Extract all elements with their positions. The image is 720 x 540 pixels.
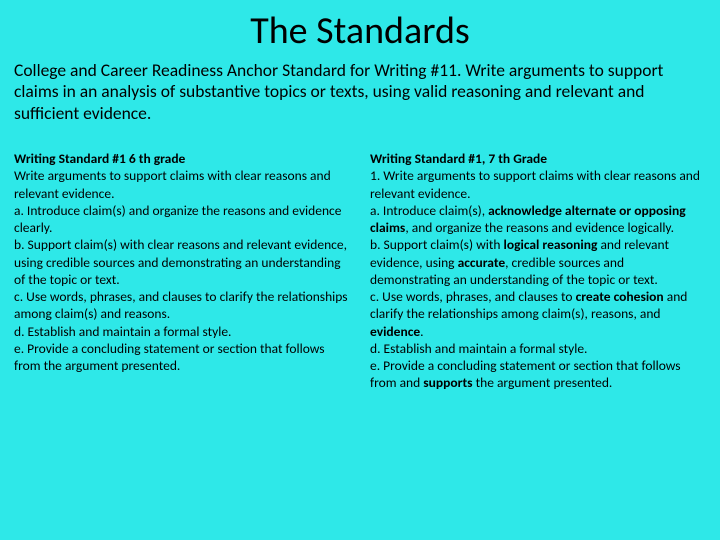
bold-text: accurate: [458, 254, 506, 271]
slide: The Standards College and Career Readine…: [0, 0, 720, 540]
text: c. Use words, phrases, and clauses to: [370, 288, 576, 305]
bold-text: logical reasoning: [504, 236, 598, 253]
left-heading: Writing Standard #1 6 th grade: [14, 150, 350, 167]
right-heading: Writing Standard #1, 7 th Grade: [370, 150, 706, 167]
bold-text: supports: [423, 374, 472, 391]
right-item-e: e. Provide a concluding statement or sec…: [370, 357, 706, 392]
bold-text: evidence: [370, 323, 420, 340]
right-intro: 1. Write arguments to support claims wit…: [370, 167, 706, 202]
left-item-c: c. Use words, phrases, and clauses to cl…: [14, 288, 350, 323]
right-column: Writing Standard #1, 7 th Grade 1. Write…: [370, 150, 706, 392]
text: a. Introduce claim(s),: [370, 202, 488, 219]
text: .: [420, 323, 423, 340]
text: , and organize the reasons and evidence …: [405, 219, 674, 236]
text: the argument presented.: [473, 374, 613, 391]
bold-text: create cohesion: [576, 288, 664, 305]
anchor-label: College and Career Readiness Anchor Stan…: [14, 59, 461, 81]
left-item-b: b. Support claim(s) with clear reasons a…: [14, 236, 350, 288]
left-item-a: a. Introduce claim(s) and organize the r…: [14, 202, 350, 237]
slide-title: The Standards: [14, 8, 706, 54]
right-item-c: c. Use words, phrases, and clauses to cr…: [370, 288, 706, 340]
anchor-standard: College and Career Readiness Anchor Stan…: [14, 60, 706, 124]
right-item-a: a. Introduce claim(s), acknowledge alter…: [370, 202, 706, 237]
text: b. Support claim(s) with: [370, 236, 504, 253]
right-item-b: b. Support claim(s) with logical reasoni…: [370, 236, 706, 288]
left-item-d: d. Establish and maintain a formal style…: [14, 323, 350, 340]
left-intro: Write arguments to support claims with c…: [14, 167, 350, 202]
left-column: Writing Standard #1 6 th grade Write arg…: [14, 150, 350, 392]
columns: Writing Standard #1 6 th grade Write arg…: [14, 150, 706, 392]
right-item-d: d. Establish and maintain a formal style…: [370, 340, 706, 357]
left-item-e: e. Provide a concluding statement or sec…: [14, 340, 350, 375]
